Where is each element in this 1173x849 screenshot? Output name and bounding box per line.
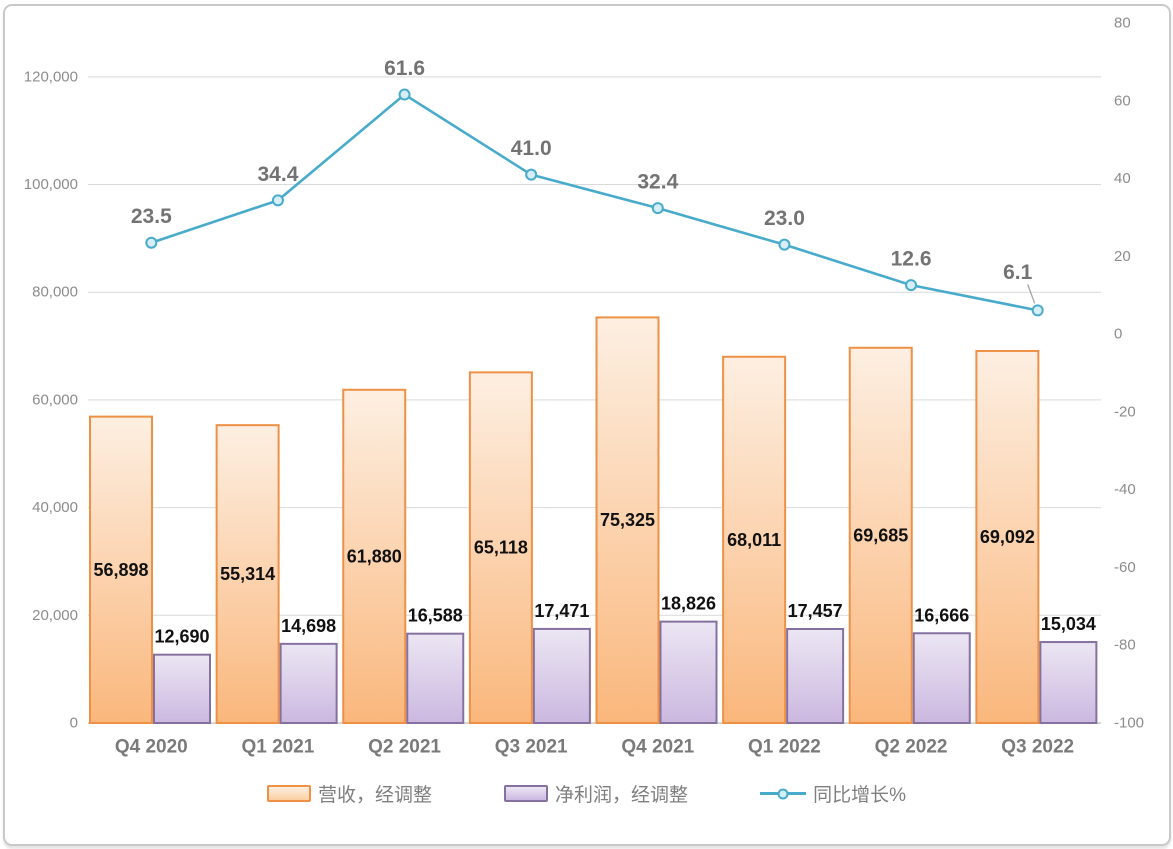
yoy-point-label: 41.0 bbox=[511, 137, 552, 160]
y-right-tick-label: 80 bbox=[1114, 15, 1131, 32]
y-right-tick-label: -80 bbox=[1114, 637, 1136, 654]
profit-bar bbox=[532, 627, 591, 725]
profit-bar-label: 14,698 bbox=[281, 616, 336, 636]
revenue-bar-label: 68,011 bbox=[727, 530, 781, 550]
revenue-bar bbox=[848, 346, 913, 724]
label-leader-line bbox=[1027, 284, 1036, 304]
y-right-tick-label: 0 bbox=[1114, 326, 1122, 343]
profit-bar bbox=[786, 628, 845, 725]
legend-label-profit: 净利润，经调整 bbox=[555, 785, 689, 806]
y-left-tick-label: 40,000 bbox=[32, 499, 78, 516]
y-right-tick-label: 60 bbox=[1114, 92, 1131, 109]
revenue-bar-label: 61,880 bbox=[347, 546, 402, 566]
yoy-marker bbox=[778, 238, 791, 251]
yoy-point-label: 12.6 bbox=[891, 248, 932, 271]
x-category-label: Q1 2021 bbox=[241, 737, 314, 758]
profit-bar-label: 16,666 bbox=[914, 605, 969, 625]
yoy-marker bbox=[651, 202, 664, 215]
profit-bar-label: 15,034 bbox=[1041, 614, 1096, 634]
profit-bar-label: 17,471 bbox=[534, 601, 589, 621]
y-left-tick-label: 100,000 bbox=[24, 176, 78, 193]
yoy-point-label: 61.6 bbox=[384, 57, 425, 80]
revenue-swatch-icon bbox=[267, 785, 312, 802]
yoy-marker bbox=[398, 88, 411, 101]
y-right-tick-label: -20 bbox=[1114, 403, 1136, 420]
profit-bar bbox=[279, 642, 338, 725]
y-right-tick-label: -40 bbox=[1114, 481, 1136, 498]
legend-item-profit: 净利润，经调整 bbox=[504, 780, 688, 807]
yoy-point-label: 23.0 bbox=[764, 207, 805, 230]
yoy-marker bbox=[145, 236, 158, 249]
yoy-line bbox=[150, 93, 1039, 312]
revenue-bar-label: 69,092 bbox=[980, 527, 1035, 547]
chart-legend: 营收，经调整 净利润，经调整 同比增长% bbox=[0, 780, 1173, 807]
y-left-tick-label: 120,000 bbox=[24, 68, 78, 85]
legend-label-yoy: 同比增长% bbox=[813, 785, 906, 806]
x-category-label: Q3 2022 bbox=[1001, 737, 1074, 758]
x-category-label: Q1 2022 bbox=[748, 737, 821, 758]
revenue-bar-label: 56,898 bbox=[93, 560, 148, 580]
y-right-tick-label: -60 bbox=[1114, 559, 1136, 576]
profit-bar bbox=[912, 632, 971, 725]
yoy-point-label: 23.5 bbox=[131, 205, 172, 228]
yoy-point-label: 32.4 bbox=[637, 171, 678, 194]
profit-swatch-icon bbox=[504, 785, 549, 802]
profit-bar-label: 18,826 bbox=[661, 594, 716, 614]
yoy-marker bbox=[525, 168, 538, 181]
revenue-bar-label: 69,685 bbox=[853, 525, 908, 545]
x-category-label: Q2 2021 bbox=[368, 737, 441, 758]
y-left-tick-label: 20,000 bbox=[32, 607, 78, 624]
yoy-point-label: 34.4 bbox=[258, 163, 299, 186]
yoy-marker bbox=[271, 194, 284, 207]
revenue-bar bbox=[215, 424, 280, 724]
yoy-point-label: 6.1 bbox=[1003, 261, 1033, 284]
revenue-bar bbox=[342, 388, 407, 724]
yoy-marker bbox=[1031, 304, 1044, 317]
legend-item-revenue: 营收，经调整 bbox=[267, 780, 432, 807]
profit-bar bbox=[1039, 641, 1098, 724]
profit-bar bbox=[153, 653, 211, 725]
y-right-tick-label: -100 bbox=[1114, 715, 1144, 732]
legend-item-yoy: 同比增长% bbox=[760, 780, 906, 807]
x-category-label: Q3 2021 bbox=[495, 737, 568, 758]
revenue-bar-label: 55,314 bbox=[220, 564, 275, 584]
revenue-bar-label: 65,118 bbox=[474, 538, 528, 558]
y-left-tick-label: 0 bbox=[70, 715, 78, 732]
revenue-bar bbox=[975, 349, 1040, 724]
x-category-label: Q4 2021 bbox=[621, 737, 694, 758]
revenue-bar bbox=[89, 415, 153, 724]
profit-bar-label: 12,690 bbox=[154, 627, 209, 647]
x-category-label: Q4 2020 bbox=[115, 737, 188, 758]
profit-bar-label: 16,588 bbox=[408, 606, 463, 626]
yoy-line-marker-icon bbox=[760, 788, 807, 799]
revenue-bar bbox=[722, 355, 787, 724]
y-right-tick-label: 40 bbox=[1114, 170, 1131, 187]
profit-bar bbox=[659, 620, 718, 724]
legend-label-revenue: 营收，经调整 bbox=[318, 785, 433, 806]
y-left-tick-label: 60,000 bbox=[32, 391, 78, 408]
profit-bar bbox=[406, 632, 465, 724]
revenue-bar bbox=[595, 316, 660, 724]
x-category-label: Q2 2022 bbox=[875, 737, 948, 758]
profit-bar-label: 17,457 bbox=[788, 601, 843, 621]
yoy-marker bbox=[905, 279, 918, 292]
y-right-tick-label: 20 bbox=[1114, 248, 1131, 265]
y-left-tick-label: 80,000 bbox=[32, 284, 78, 301]
revenue-bar-label: 75,325 bbox=[600, 510, 655, 530]
revenue-bar bbox=[468, 371, 533, 724]
